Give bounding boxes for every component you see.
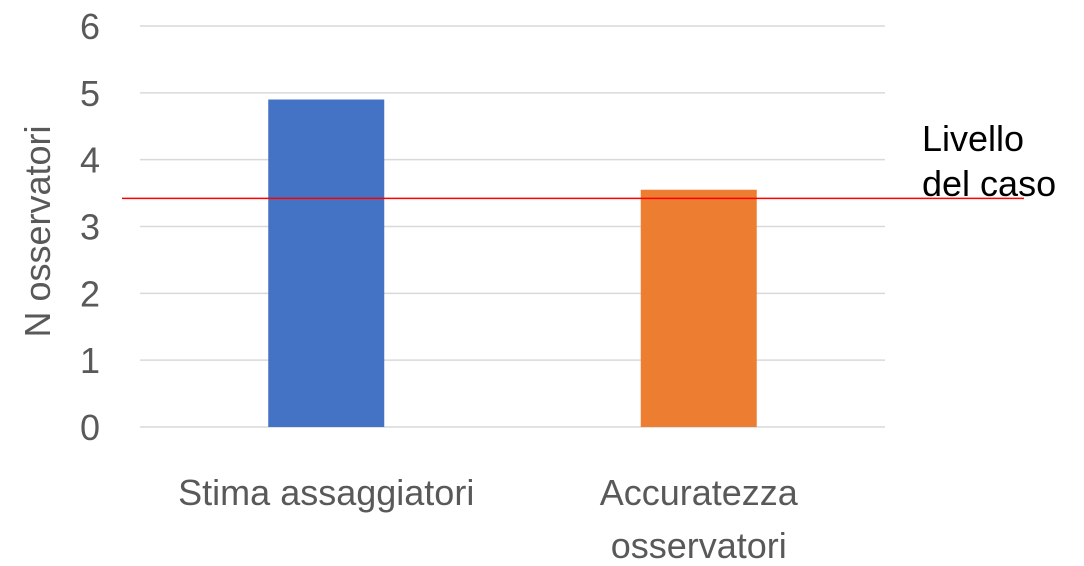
y-tick-label: 5 [80,73,100,114]
y-axis-label: N osservatori [17,125,58,337]
category-label: Accuratezza osservatori [600,472,799,566]
y-tick-label: 2 [80,273,100,314]
y-tick-label: 6 [80,6,100,47]
gridlines [140,25,885,428]
chance-level-label: Livello del caso [922,118,1056,204]
chance-level-label-line: Livello [922,118,1024,159]
category-label-line: Accuratezza [600,472,799,513]
category-label: Stima assaggiatori [178,472,474,513]
bar [268,99,385,428]
bars [268,99,757,428]
category-label-line: Stima assaggiatori [178,472,474,513]
y-tick-label: 0 [80,407,100,448]
chance-level-label-line: del caso [922,163,1056,204]
y-tick-label: 3 [80,207,100,248]
category-label-line: osservatori [611,525,787,566]
bar [640,189,757,427]
y-tick-label: 4 [80,140,100,181]
category-labels: Stima assaggiatori Accuratezza osservatori [178,472,799,566]
y-tick-labels: 0 1 2 3 4 5 6 [80,6,100,448]
y-tick-label: 1 [80,340,100,381]
